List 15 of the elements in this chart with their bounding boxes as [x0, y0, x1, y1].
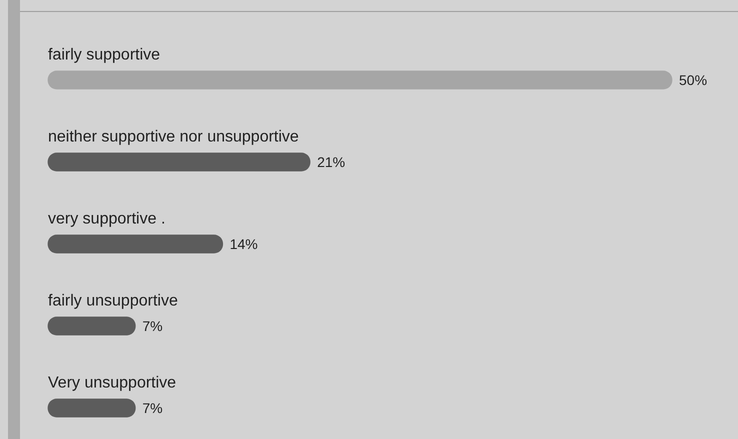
data-label: 50%: [679, 72, 708, 88]
bar: [48, 398, 136, 418]
bar: [48, 152, 310, 172]
data-label: 14%: [230, 236, 258, 252]
bar: [48, 316, 136, 336]
bar: [48, 70, 672, 90]
data-label: 7%: [142, 318, 163, 334]
bar: [48, 234, 224, 254]
y-tick-label: neither supportive nor unsupportive: [48, 128, 299, 146]
y-tick-label: Very unsupportive: [48, 374, 176, 392]
y-tick-label: very supportive .: [48, 210, 166, 228]
y-tick-label: fairly supportive: [48, 46, 160, 64]
data-label: 21%: [317, 154, 346, 170]
y-tick-label: fairly unsupportive: [48, 292, 178, 310]
data-label: 7%: [142, 400, 163, 416]
